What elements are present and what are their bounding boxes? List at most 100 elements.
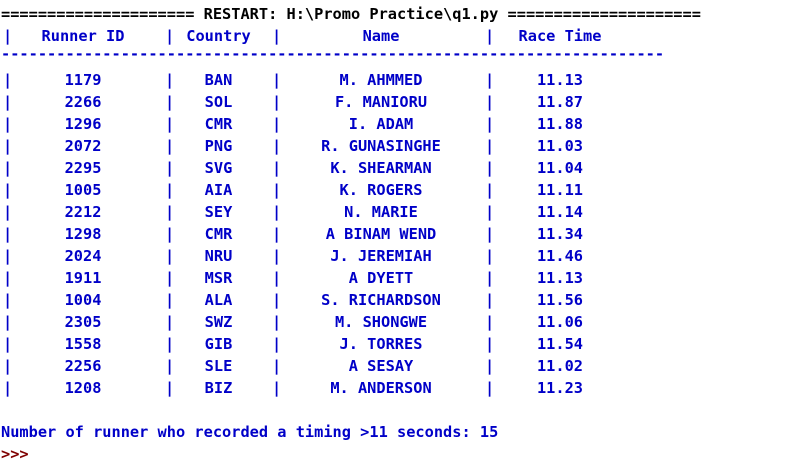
column-divider: |	[165, 379, 175, 397]
column-divider: |	[3, 269, 13, 287]
table-row: | 2266 | SOL | F. MANIORU | 11.87	[1, 91, 788, 113]
column-divider: |	[165, 115, 175, 133]
name-cell: I. ADAM	[348, 115, 414, 133]
race-time-cell: 11.13	[536, 269, 584, 287]
table-row: | 1005 | AIA | K. ROGERS | 11.11	[1, 179, 788, 201]
shell-prompt[interactable]: >>>	[1, 445, 29, 463]
runner-id-cell: 2295	[64, 159, 102, 177]
race-time-cell: 11.34	[536, 225, 584, 243]
race-time-cell: 11.14	[536, 203, 584, 221]
table-row: | 2212 | SEY | N. MARIE | 11.14	[1, 201, 788, 223]
column-divider: |	[272, 93, 282, 111]
race-time-cell: 11.06	[536, 313, 584, 331]
column-divider: |	[272, 159, 282, 177]
restart-banner: ===================== RESTART: H:\Promo …	[1, 5, 701, 23]
name-cell: K. SHEARMAN	[330, 159, 432, 177]
column-divider: |	[165, 27, 175, 45]
runner-id-cell: 2305	[64, 313, 102, 331]
column-divider: |	[3, 137, 13, 155]
name-cell: M. AHMMED	[339, 71, 423, 89]
table-row: | 1298 | CMR | A BINAM WEND | 11.34	[1, 223, 788, 245]
race-time-cell: 11.88	[536, 115, 584, 133]
column-divider: |	[272, 269, 282, 287]
header-name: Name	[362, 27, 400, 45]
column-divider: |	[485, 159, 495, 177]
name-cell: A DYETT	[348, 269, 414, 287]
header-race-time: Race Time	[518, 27, 602, 45]
blank-line	[1, 399, 788, 421]
column-divider: |	[272, 181, 282, 199]
column-divider: |	[3, 203, 13, 221]
runner-id-cell: 1005	[64, 181, 102, 199]
column-divider: |	[3, 247, 13, 265]
race-time-cell: 11.56	[536, 291, 584, 309]
column-divider: |	[485, 247, 495, 265]
column-divider: |	[3, 27, 13, 45]
country-cell: GIB	[204, 335, 233, 353]
column-divider: |	[165, 291, 175, 309]
country-cell: PNG	[204, 137, 233, 155]
country-cell: ALA	[204, 291, 233, 309]
column-divider: |	[3, 93, 13, 111]
country-cell: SLE	[204, 357, 233, 375]
table-row: | 1296 | CMR | I. ADAM | 11.88	[1, 113, 788, 135]
runner-id-cell: 2072	[64, 137, 102, 155]
name-cell: M. SHONGWE	[334, 313, 428, 331]
table-row: | 2024 | NRU | J. JEREMIAH | 11.46	[1, 245, 788, 267]
country-cell: CMR	[204, 225, 233, 243]
table-separator: ----------------------------------------…	[1, 47, 665, 63]
column-divider: |	[3, 379, 13, 397]
column-divider: |	[485, 269, 495, 287]
runner-id-cell: 2024	[64, 247, 102, 265]
column-divider: |	[485, 291, 495, 309]
column-divider: |	[485, 313, 495, 331]
column-divider: |	[165, 357, 175, 375]
column-divider: |	[272, 115, 282, 133]
country-cell: MSR	[204, 269, 233, 287]
column-divider: |	[3, 335, 13, 353]
country-cell: BIZ	[204, 379, 233, 397]
country-cell: CMR	[204, 115, 233, 133]
table-body: | 1179 | BAN | M. AHMMED | 11.13 | 2266 | SOL | F. MA…	[1, 69, 788, 399]
column-divider: |	[485, 181, 495, 199]
table-header-row: | Runner ID | Country | Name | Race Time	[1, 25, 788, 47]
table-row: | 2295 | SVG | K. SHEARMAN | 11.04	[1, 157, 788, 179]
country-cell: SEY	[204, 203, 233, 221]
race-time-cell: 11.11	[536, 181, 584, 199]
table-row: | 2305 | SWZ | M. SHONGWE | 11.06	[1, 311, 788, 333]
column-divider: |	[165, 93, 175, 111]
column-divider: |	[485, 357, 495, 375]
country-cell: AIA	[204, 181, 233, 199]
column-divider: |	[485, 93, 495, 111]
column-divider: |	[3, 159, 13, 177]
race-time-cell: 11.04	[536, 159, 584, 177]
name-cell: S. RICHARDSON	[321, 291, 441, 309]
table-row: | 1208 | BIZ | M. ANDERSON | 11.23	[1, 377, 788, 399]
column-divider: |	[3, 115, 13, 133]
country-cell: BAN	[204, 71, 233, 89]
column-divider: |	[272, 225, 282, 243]
runner-id-cell: 1911	[64, 269, 102, 287]
column-divider: |	[272, 291, 282, 309]
column-divider: |	[3, 71, 13, 89]
name-cell: M. ANDERSON	[330, 379, 432, 397]
column-divider: |	[485, 335, 495, 353]
column-divider: |	[485, 203, 495, 221]
column-divider: |	[3, 313, 13, 331]
column-divider: |	[272, 203, 282, 221]
python-shell-output: ===================== RESTART: H:\Promo …	[1, 3, 788, 465]
table-row: | 2072 | PNG | R. GUNASINGHE | 11.03	[1, 135, 788, 157]
column-divider: |	[3, 357, 13, 375]
runner-id-cell: 2266	[64, 93, 102, 111]
country-cell: SOL	[204, 93, 233, 111]
column-divider: |	[485, 379, 495, 397]
runner-id-cell: 1296	[64, 115, 102, 133]
header-runner-id: Runner ID	[41, 27, 125, 45]
runner-id-cell: 1558	[64, 335, 102, 353]
column-divider: |	[165, 203, 175, 221]
column-divider: |	[165, 269, 175, 287]
column-divider: |	[485, 71, 495, 89]
country-cell: NRU	[204, 247, 233, 265]
name-cell: K. ROGERS	[339, 181, 423, 199]
column-divider: |	[272, 357, 282, 375]
